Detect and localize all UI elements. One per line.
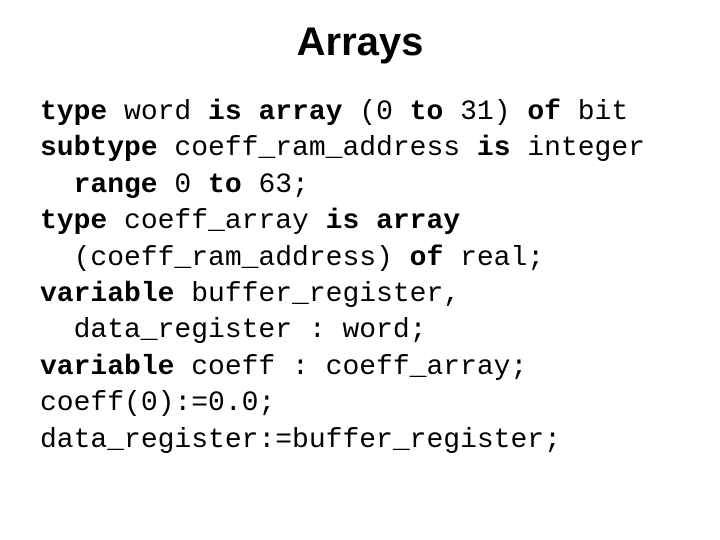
slide: Arrays type word is array (0 to 31) of b… bbox=[0, 0, 720, 540]
code-line: variable coeff : coeff_array; bbox=[40, 350, 680, 386]
keyword: type bbox=[40, 206, 107, 237]
code-line: coeff(0):=0.0; bbox=[40, 386, 680, 422]
code-text: integer bbox=[511, 133, 645, 164]
keyword: range bbox=[74, 170, 158, 201]
keyword: variable bbox=[40, 352, 174, 383]
code-text: coeff_ram_address bbox=[158, 133, 477, 164]
code-block: type word is array (0 to 31) of bitsubty… bbox=[40, 95, 680, 459]
keyword: of bbox=[527, 97, 561, 128]
code-text: word bbox=[107, 97, 208, 128]
code-line: variable buffer_register, bbox=[40, 277, 680, 313]
code-text: real; bbox=[443, 243, 544, 274]
keyword: to bbox=[410, 97, 444, 128]
keyword: of bbox=[410, 243, 444, 274]
code-text: (0 bbox=[342, 97, 409, 128]
keyword: is bbox=[477, 133, 511, 164]
code-text: 63; bbox=[242, 170, 309, 201]
keyword: variable bbox=[40, 279, 174, 310]
keyword: is array bbox=[208, 97, 342, 128]
keyword: to bbox=[208, 170, 242, 201]
code-text: coeff(0):=0.0; bbox=[40, 388, 275, 419]
code-line: (coeff_ram_address) of real; bbox=[40, 241, 680, 277]
code-text: data_register : word; bbox=[74, 315, 427, 346]
code-text: 0 bbox=[158, 170, 208, 201]
code-text: bit bbox=[561, 97, 628, 128]
keyword: type bbox=[40, 97, 107, 128]
code-text: coeff : coeff_array; bbox=[174, 352, 527, 383]
code-text: buffer_register, bbox=[174, 279, 460, 310]
code-text: data_register:=buffer_register; bbox=[40, 425, 561, 456]
code-text: (coeff_ram_address) bbox=[74, 243, 410, 274]
slide-title: Arrays bbox=[40, 20, 680, 65]
code-line: type coeff_array is array bbox=[40, 204, 680, 240]
code-line: data_register : word; bbox=[40, 313, 680, 349]
code-line: type word is array (0 to 31) of bit bbox=[40, 95, 680, 131]
code-text: coeff_array bbox=[107, 206, 325, 237]
code-text: 31) bbox=[443, 97, 527, 128]
code-line: range 0 to 63; bbox=[40, 168, 680, 204]
code-line: data_register:=buffer_register; bbox=[40, 423, 680, 459]
keyword: subtype bbox=[40, 133, 158, 164]
keyword: is array bbox=[326, 206, 460, 237]
code-line: subtype coeff_ram_address is integer bbox=[40, 131, 680, 167]
